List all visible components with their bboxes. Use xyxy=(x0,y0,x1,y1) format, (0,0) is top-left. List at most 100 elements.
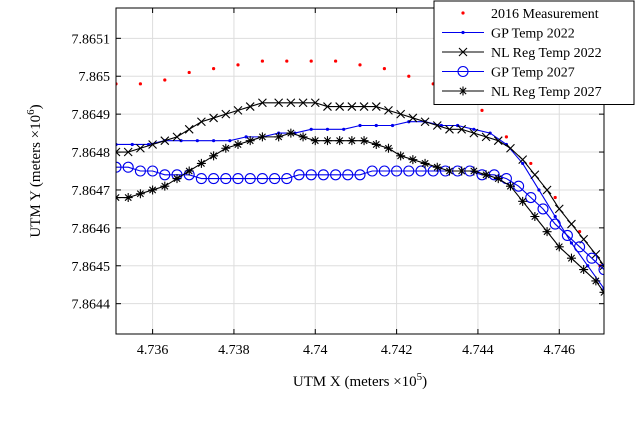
data-point xyxy=(384,105,393,115)
x-tick-label: 4.742 xyxy=(381,343,413,358)
data-point xyxy=(298,132,308,142)
legend-marker xyxy=(457,65,469,78)
data-point xyxy=(403,165,415,177)
data-point xyxy=(187,70,191,75)
data-point xyxy=(347,102,357,111)
data-point xyxy=(432,162,442,172)
data-point xyxy=(354,169,366,181)
data-point xyxy=(553,214,557,219)
data-point xyxy=(358,123,362,128)
data-point xyxy=(334,59,338,63)
data-point xyxy=(537,188,541,192)
data-point xyxy=(212,139,216,143)
y-axis-label: UTM Y (meters ×106) xyxy=(25,104,44,237)
data-point xyxy=(518,155,528,165)
data-point xyxy=(325,127,330,131)
data-point xyxy=(285,59,289,63)
data-point xyxy=(147,165,159,177)
y-tick-label: 7.8649 xyxy=(72,108,111,123)
data-point xyxy=(481,170,491,180)
data-point xyxy=(134,165,146,177)
legend-item: GP Temp 2027 xyxy=(442,66,575,81)
x-tick-label: 4.736 xyxy=(137,343,169,358)
data-point xyxy=(382,67,386,71)
data-point xyxy=(371,102,381,111)
data-point xyxy=(518,196,528,206)
series-line xyxy=(116,166,604,270)
data-point xyxy=(258,98,267,108)
data-point xyxy=(420,117,430,127)
data-point xyxy=(136,143,145,153)
data-point xyxy=(366,165,378,177)
data-point xyxy=(245,136,255,146)
data-point xyxy=(445,124,454,134)
data-point xyxy=(257,132,267,142)
data-point xyxy=(457,124,467,134)
data-point xyxy=(330,169,342,181)
data-point xyxy=(530,170,540,180)
data-point xyxy=(286,98,296,108)
data-point xyxy=(160,181,170,191)
data-point xyxy=(160,136,170,146)
data-point xyxy=(184,166,194,176)
data-point xyxy=(569,241,574,245)
data-point xyxy=(221,143,231,153)
data-point xyxy=(184,124,194,134)
data-point xyxy=(383,143,393,153)
data-point xyxy=(480,108,484,112)
data-point xyxy=(493,174,503,184)
data-point xyxy=(390,123,395,128)
data-point xyxy=(342,127,346,131)
legend-label: NL Reg Temp 2022 xyxy=(491,46,602,61)
data-point xyxy=(298,98,308,108)
series-line xyxy=(116,102,604,267)
data-point xyxy=(323,102,332,111)
data-point xyxy=(122,161,134,173)
y-tick-label: 7.8651 xyxy=(72,32,111,47)
series-line xyxy=(116,121,604,289)
x-tick-label: 4.738 xyxy=(218,343,250,358)
data-point xyxy=(554,242,564,252)
data-point xyxy=(359,136,369,146)
data-point xyxy=(371,139,381,149)
data-point xyxy=(123,147,133,157)
data-point xyxy=(586,252,598,264)
data-point xyxy=(135,189,145,199)
data-point xyxy=(549,218,561,230)
tick-layer: 4.736 4.738 4.74 4.742 4.744 4.746 7.8644 7.864… xyxy=(72,8,604,358)
data-point xyxy=(525,191,537,204)
data-point xyxy=(322,136,332,146)
legend: 2016 Measurement GP Temp 2022 NL Reg Temp … xyxy=(433,0,635,105)
data-point xyxy=(233,105,243,115)
data-point xyxy=(493,136,503,146)
data-point xyxy=(574,241,586,253)
data-point xyxy=(148,185,158,195)
series-2 xyxy=(116,98,604,271)
data-point xyxy=(309,127,313,131)
data-point xyxy=(123,193,133,203)
data-point xyxy=(309,59,313,63)
legend-item: 2016 Measurement xyxy=(461,7,599,22)
data-point xyxy=(599,261,604,271)
data-point xyxy=(472,127,476,131)
series-3 xyxy=(116,161,604,276)
series-line xyxy=(116,132,604,293)
data-point xyxy=(391,165,403,177)
data-point xyxy=(553,195,557,200)
legend-marker xyxy=(461,30,465,35)
x-tick-label: 4.744 xyxy=(462,343,494,358)
data-point xyxy=(481,132,491,142)
data-point xyxy=(567,219,576,229)
data-point xyxy=(221,109,231,119)
data-point xyxy=(172,174,182,184)
legend-item: NL Reg Temp 2022 xyxy=(442,46,602,61)
plot-frame xyxy=(115,7,605,335)
data-point xyxy=(274,98,284,108)
y-tick-label: 7.8645 xyxy=(72,260,111,275)
data-point xyxy=(317,169,329,181)
data-point xyxy=(504,135,508,139)
data-point xyxy=(457,166,467,176)
data-point xyxy=(228,139,232,143)
data-point xyxy=(286,128,296,138)
